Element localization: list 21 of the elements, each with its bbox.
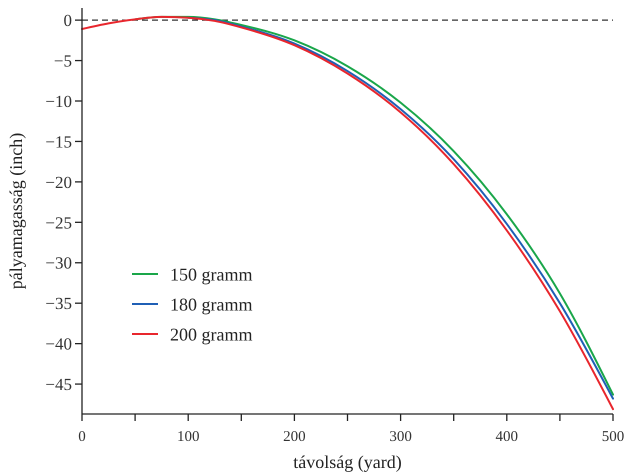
x-tick-label: 300 [389,429,412,445]
y-tick-label: 0 [64,11,72,30]
x-axis-title: távolság (yard) [293,452,402,472]
legend-label: 150 gramm [170,264,252,284]
y-tick-label: −15 [45,132,72,152]
y-tick-label: −20 [45,172,72,192]
x-tick-label: 200 [283,429,306,445]
y-tick-label: −40 [45,334,72,354]
y-axis-title: pályamagasság (inch) [6,132,26,290]
x-tick-label: 500 [602,429,624,445]
y-tick-label: −35 [45,294,72,314]
y-tick-label: −25 [45,213,72,232]
x-tick-label: 400 [496,429,518,445]
legend-label: 180 gramm [170,294,252,314]
y-tick-label: −5 [54,52,72,71]
legend-label: 200 gramm [170,324,252,344]
y-tick-label: −30 [45,254,72,273]
x-tick-label: 0 [78,429,86,445]
y-tick-label: −10 [45,92,72,111]
x-tick-label: 100 [176,429,200,445]
y-tick-label: −45 [45,375,72,394]
